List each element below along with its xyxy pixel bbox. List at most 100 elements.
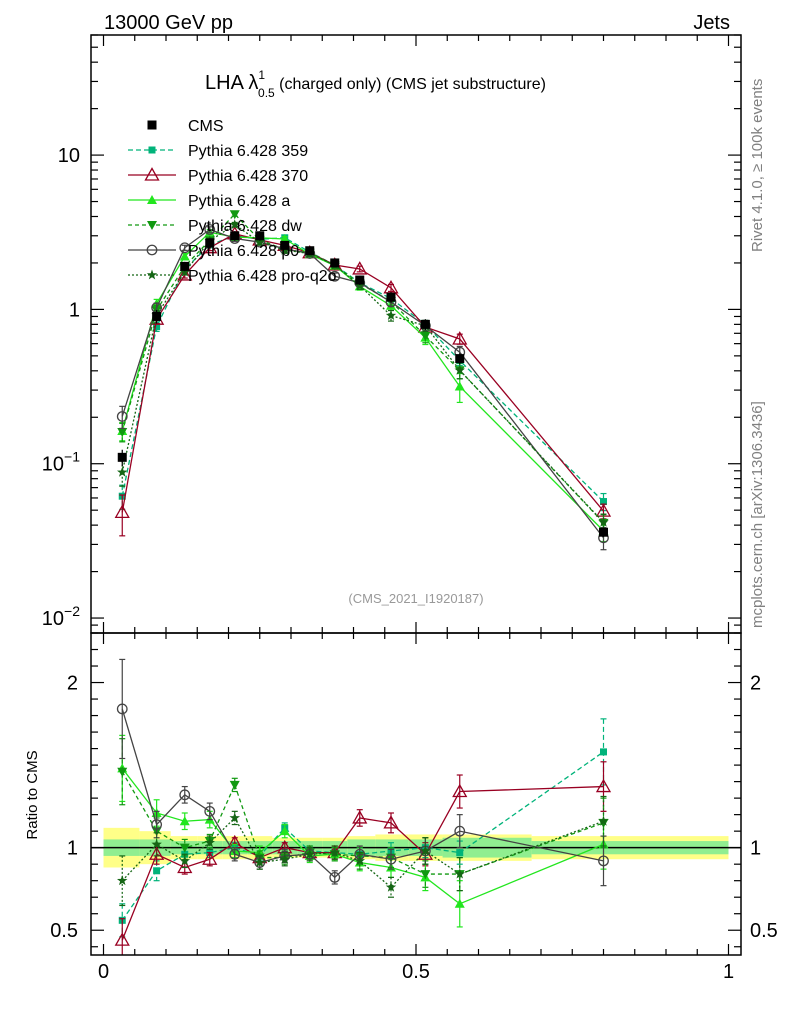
data-point bbox=[330, 258, 340, 268]
series-main-5 bbox=[117, 219, 609, 533]
ratio-y-tick-label: 0.5 bbox=[50, 920, 78, 942]
series-point bbox=[116, 411, 128, 422]
data-point bbox=[355, 275, 365, 285]
series-ratio-point bbox=[385, 881, 397, 892]
series-point bbox=[254, 236, 265, 247]
series-point bbox=[352, 261, 368, 275]
title-main: LHA λ bbox=[205, 72, 258, 94]
title-suffix: (charged only) (CMS jet substructure) bbox=[275, 76, 546, 93]
series-ratio-1 bbox=[114, 761, 612, 955]
data-point bbox=[180, 261, 190, 271]
series-ratio-point bbox=[153, 867, 161, 875]
series-ratio-point bbox=[229, 780, 240, 790]
series-ratio-point bbox=[117, 875, 128, 886]
series-ratio-0 bbox=[118, 718, 607, 938]
y-tick-base: 10 bbox=[58, 145, 80, 167]
title-sup: 1 bbox=[258, 68, 265, 82]
legend-label: Pythia 6.428 a bbox=[188, 193, 290, 210]
data-point bbox=[305, 246, 315, 256]
series-point bbox=[354, 280, 365, 291]
series-point bbox=[179, 251, 190, 261]
ratio-frame bbox=[90, 632, 742, 956]
series-point bbox=[385, 310, 397, 320]
ratio-y-tick-label-right: 2 bbox=[750, 673, 761, 695]
series-point bbox=[204, 224, 216, 235]
series-ratio-point bbox=[354, 855, 365, 866]
x-tick-label: 0 bbox=[98, 961, 109, 983]
data-point bbox=[386, 292, 396, 302]
data-points bbox=[117, 231, 608, 538]
series-ratio-point bbox=[352, 810, 368, 824]
y-tick-label: 10−2 bbox=[42, 603, 80, 630]
series-ratio-point bbox=[598, 815, 609, 826]
y-tick-base: 10 bbox=[42, 608, 64, 630]
series-ratio-point bbox=[329, 871, 341, 883]
series-ratio-point bbox=[329, 847, 340, 858]
ratio-y-tick-label-right: 1 bbox=[750, 838, 761, 860]
series-ratio-point bbox=[279, 853, 290, 864]
series-point bbox=[279, 233, 290, 243]
y-tick-base: 10 bbox=[42, 454, 64, 476]
y-tick-exponent: −1 bbox=[64, 449, 80, 465]
series-ratio-point bbox=[204, 837, 215, 848]
series-ratio-point bbox=[385, 853, 397, 865]
legend-marker bbox=[146, 269, 158, 280]
series-ratio-point bbox=[204, 805, 216, 817]
series-point bbox=[420, 332, 431, 342]
legend-label: CMS bbox=[188, 118, 224, 135]
x-tick-label: 0.5 bbox=[402, 961, 430, 983]
series-ratio-point bbox=[454, 868, 465, 879]
series-ratio-point bbox=[229, 848, 241, 860]
ratio-panel: 0 0.5 1 0.5 0.5 1 1 2 2 bbox=[50, 632, 778, 983]
series-point bbox=[598, 516, 609, 527]
series-ratio-point bbox=[177, 859, 193, 874]
series-point bbox=[179, 242, 191, 254]
series-point bbox=[117, 466, 128, 477]
ratio-y-tick-label-right: 0.5 bbox=[750, 920, 778, 942]
data-point bbox=[152, 311, 162, 321]
series-ratio-point bbox=[114, 932, 130, 946]
data-point bbox=[455, 354, 465, 364]
series-line bbox=[121, 231, 604, 532]
legend-label: Pythia 6.428 p0 bbox=[188, 243, 299, 260]
series-ratio-line bbox=[121, 751, 604, 921]
y-tick-exponent: −2 bbox=[64, 603, 80, 619]
series-point bbox=[229, 219, 240, 230]
series-ratio-point bbox=[420, 870, 431, 880]
series-ratio-point bbox=[254, 857, 265, 867]
series-point bbox=[600, 498, 607, 506]
legend-marker bbox=[147, 195, 157, 204]
legend-marker bbox=[146, 244, 158, 256]
rivet-label: Rivet 4.1.0, ≥ 100k events bbox=[749, 79, 766, 252]
title-sub: 0.5 bbox=[258, 86, 275, 100]
series-ratio-point bbox=[179, 816, 190, 826]
series-ratio-point bbox=[454, 825, 466, 837]
series-point bbox=[117, 427, 128, 437]
legend-marker bbox=[147, 120, 157, 130]
series-point bbox=[177, 267, 193, 281]
legend-label: Pythia 6.428 370 bbox=[188, 168, 308, 185]
data-point bbox=[255, 231, 265, 241]
data-point bbox=[117, 452, 127, 462]
series-ratio-point bbox=[116, 703, 128, 715]
series-ratio-line bbox=[121, 816, 604, 889]
series-ratio-point bbox=[179, 789, 191, 801]
series-ratio-point bbox=[151, 819, 163, 830]
x-tick-label: 1 bbox=[723, 961, 734, 983]
legend-marker bbox=[147, 221, 157, 230]
series-ratio-point bbox=[151, 838, 162, 849]
series-ratio-point bbox=[229, 812, 240, 823]
series-ratio-point bbox=[117, 767, 128, 777]
data-point bbox=[205, 238, 215, 248]
series-point bbox=[229, 210, 240, 220]
series-ratio-point bbox=[420, 845, 431, 856]
series-point bbox=[454, 364, 465, 375]
series-ratio-line bbox=[121, 785, 604, 941]
series-point bbox=[179, 266, 190, 277]
data-point bbox=[230, 231, 240, 241]
series-ratio-point bbox=[202, 851, 218, 865]
series-ratio-point bbox=[452, 783, 468, 798]
series-point bbox=[452, 331, 468, 345]
mcplots-label: mcplots.cern.ch [arXiv:1306.3436] bbox=[749, 401, 766, 628]
